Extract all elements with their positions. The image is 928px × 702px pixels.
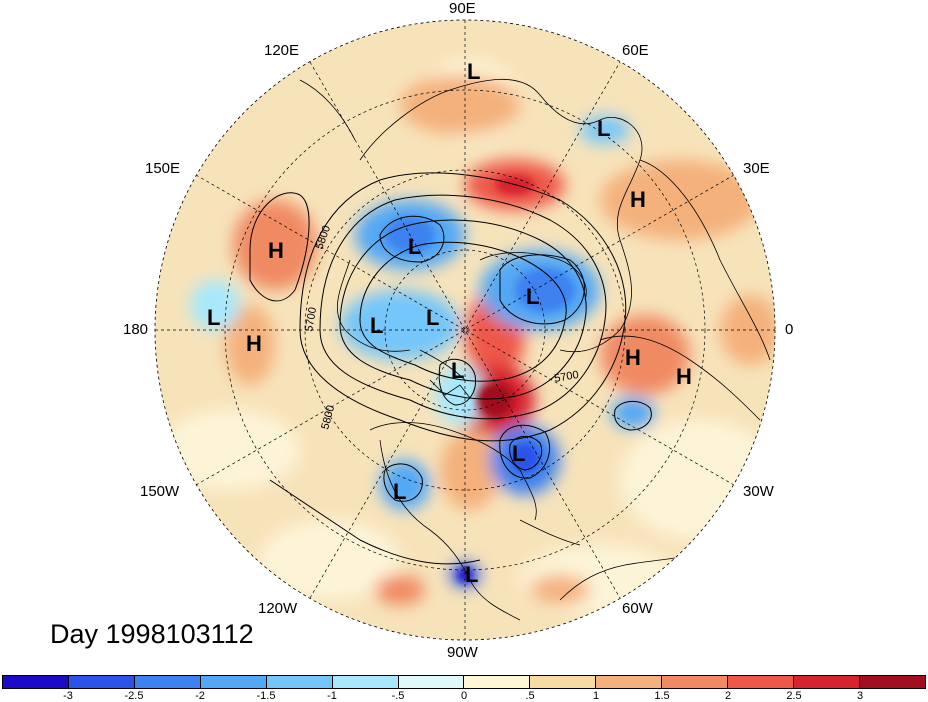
- anomaly-field: [155, 20, 775, 640]
- lon-label-90w: 90W: [447, 644, 478, 661]
- lon-label-120w: 120W: [258, 600, 298, 617]
- page-title: Day 1998103112: [50, 619, 254, 649]
- contour-label: 5700: [553, 369, 579, 385]
- low-center-west-siberia: L: [597, 116, 610, 141]
- colorbar-tick-label: -.5: [391, 690, 405, 702]
- colorbar-segment: [530, 676, 597, 688]
- colorbar-tick-label: 3: [856, 690, 864, 702]
- low-center-central-america: L: [465, 562, 478, 587]
- colorbar-tick-label: 2: [724, 690, 732, 702]
- low-center-arctic-europe: L: [526, 284, 539, 309]
- low-center-alaska-a: L: [370, 313, 383, 338]
- colorbar-tick-label: -3: [63, 690, 73, 702]
- high-center-europe: H: [625, 345, 641, 370]
- colorbar-segment: [266, 676, 333, 688]
- colorbar-segment: [794, 676, 860, 688]
- high-center-ural: H: [630, 187, 646, 212]
- pressure-centers: L L H H L L L H L L L H H L L L: [207, 59, 692, 587]
- lon-label-30e: 30E: [743, 160, 770, 177]
- colorbar-segment: [200, 676, 267, 688]
- colorbar-tick-label: .5: [525, 690, 535, 702]
- graticule: [155, 20, 775, 640]
- colorbar-segment: [464, 676, 531, 688]
- low-center-north-atlantic: L: [512, 441, 525, 466]
- lon-label-120e: 120E: [264, 42, 300, 59]
- colorbar-segment: [728, 676, 795, 688]
- colorbar-segment: [332, 676, 399, 688]
- high-center-north-pacific-west: H: [268, 238, 284, 263]
- lon-label-60w: 60W: [622, 600, 653, 617]
- colorbar: [2, 675, 926, 689]
- high-center-north-africa: H: [676, 364, 692, 389]
- map-boundary: [154, 19, 776, 641]
- colorbar-tick-label: 1.5: [654, 690, 670, 702]
- colorbar-tick-label: -1: [327, 690, 337, 702]
- colorbar-tick-label: 1: [592, 690, 600, 702]
- low-center-western-us: L: [393, 479, 406, 504]
- colorbar-segment: [68, 676, 135, 688]
- colorbar-segment: [398, 676, 465, 688]
- lon-label-150e: 150E: [145, 160, 181, 177]
- colorbar-segment: [859, 676, 925, 688]
- low-center-arctic-canada: L: [451, 358, 464, 383]
- contour-label: 5700: [303, 306, 319, 332]
- low-center-alaska-b: L: [426, 305, 439, 330]
- colorbar-tick-label: 2.5: [786, 690, 802, 702]
- colorbar-tick-label: -1.5: [256, 690, 276, 702]
- lon-label-90e: 90E: [449, 0, 476, 17]
- high-center-pacific: H: [246, 331, 262, 356]
- colorbar-segment: [662, 676, 729, 688]
- lon-label-0: 0: [785, 321, 794, 338]
- coastlines: [299, 78, 771, 621]
- colorbar-segment: [134, 676, 201, 688]
- colorbar-tick-label: 0: [460, 690, 468, 702]
- colorbar-segment: [596, 676, 663, 688]
- low-center-pacific-west: L: [207, 305, 220, 330]
- colorbar-tick-label: -2: [195, 690, 205, 702]
- lon-label-30w: 30W: [743, 483, 774, 500]
- height-contours: [249, 172, 652, 565]
- colorbar-tick-label: -2.5: [124, 690, 144, 702]
- colorbar-segment: [3, 676, 69, 688]
- lon-label-180: 180: [123, 321, 149, 338]
- low-center-north-siberia: L: [467, 59, 480, 84]
- low-center-east-siberia: L: [408, 234, 421, 259]
- lon-label-60e: 60E: [622, 42, 649, 59]
- lon-label-150w: 150W: [140, 483, 180, 500]
